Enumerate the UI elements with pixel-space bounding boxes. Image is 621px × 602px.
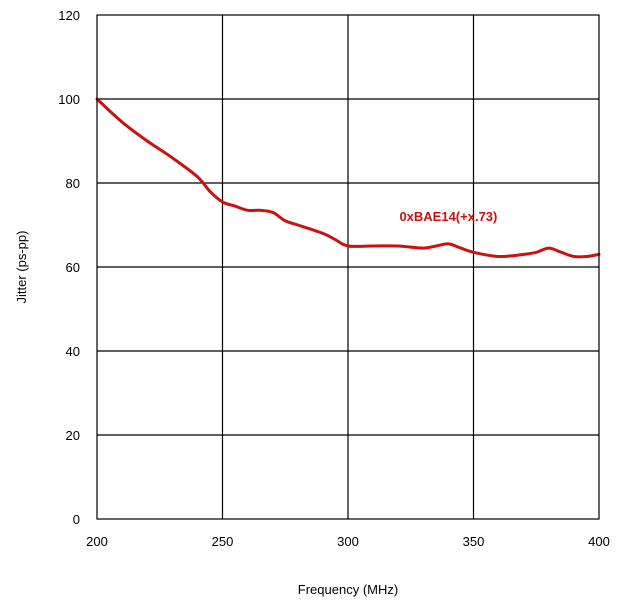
y-tick-label: 60: [66, 260, 80, 275]
tick-labels: 200 250 300 350 400 0 20 40 60 80 100 120: [58, 8, 610, 549]
y-tick-label: 0: [73, 512, 80, 527]
x-tick-label: 200: [86, 534, 108, 549]
x-tick-label: 350: [463, 534, 485, 549]
x-tick-label: 250: [212, 534, 234, 549]
x-axis-label: Frequency (MHz): [298, 582, 398, 597]
series-layer: 0xBAE14(+x.73): [95, 97, 601, 259]
x-tick-label: 300: [337, 534, 359, 549]
y-tick-label: 100: [58, 92, 80, 107]
grid: [97, 15, 599, 519]
y-tick-label: 80: [66, 176, 80, 191]
y-axis-label: Jitter (ps-pp): [14, 231, 29, 304]
y-tick-label: 40: [66, 344, 80, 359]
plot-frame: [96, 14, 600, 520]
x-tick-label: 400: [588, 534, 610, 549]
y-tick-label: 20: [66, 428, 80, 443]
y-tick-label: 120: [58, 8, 80, 23]
series-label: 0xBAE14(+x.73): [399, 209, 497, 224]
series-line: [95, 97, 601, 259]
